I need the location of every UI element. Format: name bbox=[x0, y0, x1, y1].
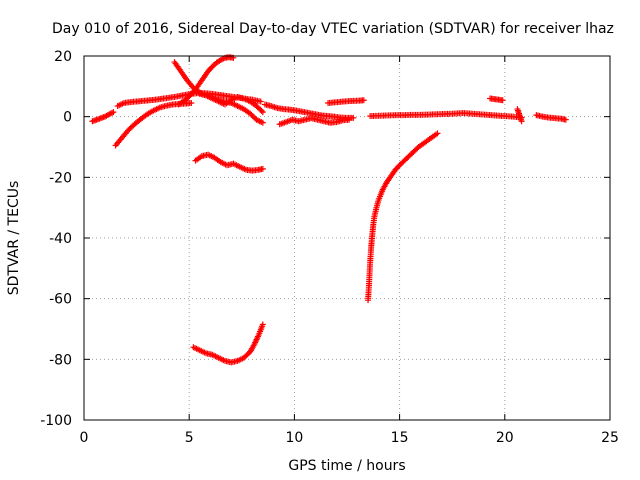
series-arc-11 bbox=[325, 97, 367, 107]
y-axis-label: SDTVAR / TECUs bbox=[6, 181, 22, 296]
grid-layer bbox=[84, 56, 610, 420]
data-point bbox=[259, 119, 266, 126]
data-point bbox=[259, 321, 266, 328]
series-arc-5 bbox=[175, 54, 237, 108]
series-arc-14 bbox=[487, 95, 506, 104]
series-arc-8 bbox=[190, 321, 266, 366]
series-arc-2 bbox=[114, 90, 264, 110]
data-point bbox=[346, 116, 353, 123]
x-tick-label: 5 bbox=[185, 430, 194, 446]
series-arc-15 bbox=[514, 106, 525, 125]
data-point bbox=[259, 165, 266, 172]
y-tick-label: -40 bbox=[49, 231, 72, 247]
series-arc-16 bbox=[533, 112, 569, 123]
y-tick-label: -20 bbox=[49, 170, 72, 186]
series-arc-12 bbox=[367, 110, 525, 121]
x-tick-label: 0 bbox=[80, 430, 89, 446]
y-tick-label: 0 bbox=[63, 110, 72, 126]
data-point bbox=[257, 98, 264, 105]
series-arc-13 bbox=[365, 130, 441, 304]
x-tick-label: 20 bbox=[496, 430, 514, 446]
data-point bbox=[434, 130, 441, 137]
y-tick-label: -100 bbox=[40, 413, 72, 429]
series-arc-6 bbox=[196, 90, 266, 116]
data-point bbox=[350, 114, 357, 121]
data-layer bbox=[89, 54, 569, 366]
y-tick-label: -60 bbox=[49, 292, 72, 308]
chart-title: Day 010 of 2016, Sidereal Day-to-day VTE… bbox=[52, 21, 614, 37]
x-tick-label: 10 bbox=[285, 430, 303, 446]
data-point bbox=[360, 97, 367, 104]
x-tick-label: 25 bbox=[601, 430, 619, 446]
plot-frame bbox=[83, 55, 611, 421]
series-arc-10 bbox=[276, 115, 353, 128]
data-point bbox=[188, 100, 195, 107]
series-arc-3 bbox=[112, 100, 195, 149]
data-point bbox=[518, 118, 525, 125]
x-tick-label: 15 bbox=[391, 430, 409, 446]
y-tick-label: -80 bbox=[49, 352, 72, 368]
axis-layer: 0 5 10 15 20 25 -100 -80 -60 -40 -20 0 20 bbox=[40, 49, 619, 446]
data-point bbox=[258, 107, 265, 114]
data-point bbox=[562, 116, 569, 123]
data-point bbox=[499, 97, 506, 104]
series-arc-1 bbox=[89, 109, 117, 125]
y-tick-label: 20 bbox=[54, 49, 72, 65]
x-axis-label: GPS time / hours bbox=[288, 458, 405, 474]
data-point bbox=[110, 109, 117, 116]
series-arc-7 bbox=[192, 151, 266, 174]
data-point bbox=[259, 109, 266, 116]
